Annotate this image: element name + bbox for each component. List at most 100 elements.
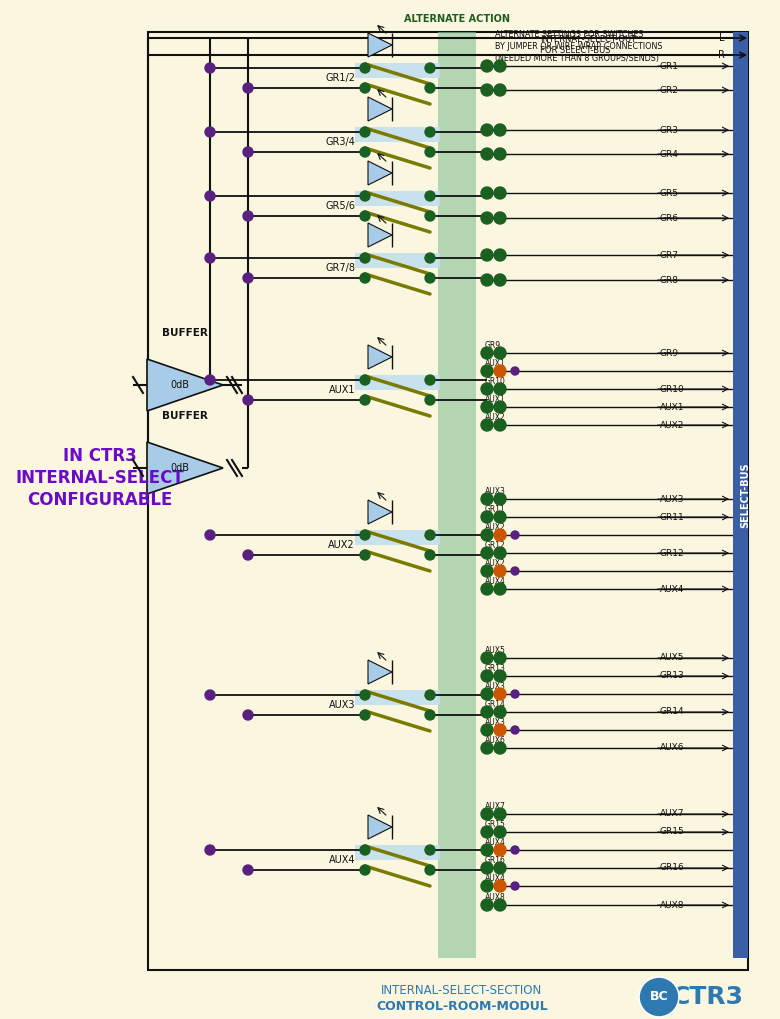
Circle shape xyxy=(425,83,435,93)
Circle shape xyxy=(425,375,435,385)
Bar xyxy=(355,63,440,78)
Circle shape xyxy=(360,273,370,283)
Bar xyxy=(733,32,748,958)
Circle shape xyxy=(425,550,435,560)
Circle shape xyxy=(205,253,215,263)
Circle shape xyxy=(639,977,679,1017)
Circle shape xyxy=(243,395,253,405)
Circle shape xyxy=(481,249,493,261)
Circle shape xyxy=(494,565,506,577)
Text: GR5/6: GR5/6 xyxy=(325,201,355,211)
Circle shape xyxy=(494,742,506,754)
Text: BUFFER: BUFFER xyxy=(162,328,208,338)
Circle shape xyxy=(494,419,506,431)
Circle shape xyxy=(494,124,506,136)
Text: GR9: GR9 xyxy=(660,348,679,358)
Polygon shape xyxy=(147,442,223,494)
Circle shape xyxy=(481,826,493,838)
Circle shape xyxy=(243,211,253,221)
Circle shape xyxy=(481,529,493,541)
Circle shape xyxy=(481,583,493,595)
Text: R: R xyxy=(718,50,725,60)
Text: BC: BC xyxy=(650,990,668,1004)
Text: AUX3: AUX3 xyxy=(485,682,506,691)
Polygon shape xyxy=(368,345,392,369)
Circle shape xyxy=(511,367,519,375)
Circle shape xyxy=(494,652,506,664)
Circle shape xyxy=(494,511,506,523)
Text: AUX2: AUX2 xyxy=(328,540,355,550)
Text: AUX5: AUX5 xyxy=(660,653,685,662)
Text: AUX1: AUX1 xyxy=(485,359,505,368)
Text: GR12: GR12 xyxy=(660,548,685,557)
Text: BUFFER: BUFFER xyxy=(162,411,208,421)
Circle shape xyxy=(511,567,519,575)
Circle shape xyxy=(511,531,519,539)
Text: GR8: GR8 xyxy=(660,275,679,284)
Text: GR6: GR6 xyxy=(660,214,679,222)
Text: ALTERNATE SETTINGS FOR SWITCHES
BY JUMPER OR WIRE-WRAP-CONNECTIONS
(NEEDED MORE : ALTERNATE SETTINGS FOR SWITCHES BY JUMPE… xyxy=(495,30,662,62)
Circle shape xyxy=(481,844,493,856)
Circle shape xyxy=(494,347,506,359)
Circle shape xyxy=(481,274,493,286)
Circle shape xyxy=(243,83,253,93)
Circle shape xyxy=(511,726,519,734)
Text: GR13: GR13 xyxy=(660,672,685,681)
Circle shape xyxy=(481,347,493,359)
Circle shape xyxy=(425,191,435,201)
Bar xyxy=(438,32,476,958)
Circle shape xyxy=(360,253,370,263)
Circle shape xyxy=(425,865,435,875)
Circle shape xyxy=(243,147,253,157)
Circle shape xyxy=(205,530,215,540)
Circle shape xyxy=(494,688,506,700)
Text: AUX3: AUX3 xyxy=(660,494,685,503)
Circle shape xyxy=(205,127,215,137)
Text: AUX4: AUX4 xyxy=(328,855,355,865)
Text: GR1: GR1 xyxy=(660,61,679,70)
Text: L: L xyxy=(719,33,725,43)
Text: GR9: GR9 xyxy=(485,341,501,350)
Circle shape xyxy=(205,191,215,201)
Text: AUX2: AUX2 xyxy=(485,413,505,422)
Text: AUX7: AUX7 xyxy=(660,809,685,818)
Circle shape xyxy=(494,583,506,595)
Circle shape xyxy=(481,84,493,96)
Circle shape xyxy=(481,742,493,754)
Circle shape xyxy=(481,899,493,911)
Text: SELECT-BUS: SELECT-BUS xyxy=(740,463,750,528)
Bar xyxy=(355,845,440,860)
Circle shape xyxy=(425,530,435,540)
Circle shape xyxy=(481,547,493,559)
Circle shape xyxy=(481,493,493,505)
Circle shape xyxy=(481,808,493,820)
Circle shape xyxy=(494,148,506,160)
Circle shape xyxy=(511,846,519,854)
Circle shape xyxy=(481,511,493,523)
Text: AUX1: AUX1 xyxy=(328,385,355,395)
Circle shape xyxy=(494,249,506,261)
Circle shape xyxy=(494,365,506,377)
Polygon shape xyxy=(368,161,392,185)
Circle shape xyxy=(494,899,506,911)
Circle shape xyxy=(494,844,506,856)
Text: AUX8: AUX8 xyxy=(660,901,685,910)
Circle shape xyxy=(360,710,370,720)
Circle shape xyxy=(243,710,253,720)
Circle shape xyxy=(360,395,370,405)
Circle shape xyxy=(425,63,435,73)
Text: CONFIGURABLE: CONFIGURABLE xyxy=(27,491,172,510)
Circle shape xyxy=(481,706,493,718)
Bar xyxy=(148,32,748,970)
Circle shape xyxy=(360,127,370,137)
Text: GR4: GR4 xyxy=(660,150,679,159)
Circle shape xyxy=(511,690,519,698)
Text: GR13: GR13 xyxy=(485,664,506,673)
Text: AUX3: AUX3 xyxy=(328,700,355,710)
Circle shape xyxy=(494,383,506,395)
Text: GR15: GR15 xyxy=(485,820,506,829)
Text: GR10: GR10 xyxy=(485,377,506,386)
Circle shape xyxy=(481,565,493,577)
Circle shape xyxy=(494,401,506,413)
Text: IN CTR3: IN CTR3 xyxy=(63,447,136,465)
